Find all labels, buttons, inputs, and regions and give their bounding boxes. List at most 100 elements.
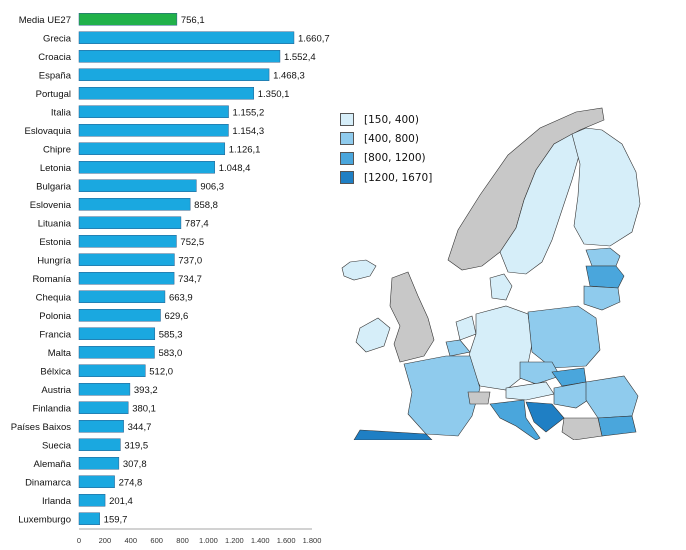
value-label: 858,8	[194, 200, 218, 211]
bar	[78, 438, 121, 451]
category-label: Austria	[41, 385, 71, 396]
category-label: Alemaña	[34, 459, 72, 470]
legend-label: [1200, 1670]	[364, 171, 433, 184]
value-label: 393,2	[134, 385, 158, 396]
category-label: Luxemburgo	[18, 514, 71, 525]
category-label: Hungría	[37, 255, 72, 266]
bar	[78, 290, 166, 303]
map-region-austria	[505, 381, 555, 401]
bar-chart: Media UE27 Grecia Croacia España Portugal Ita…	[11, 13, 330, 545]
x-tick-label: 1.800	[303, 536, 322, 545]
value-label: 1.048,4	[219, 163, 251, 174]
map-region-france	[403, 355, 481, 437]
category-label: Finlandia	[32, 403, 71, 414]
bar	[78, 494, 106, 507]
bar	[78, 327, 156, 340]
category-label: Dinamarca	[25, 477, 72, 488]
map-region-netherlands	[455, 315, 477, 341]
bar-average	[78, 13, 178, 26]
legend-swatch	[340, 151, 354, 165]
x-tick-label: 1.200	[225, 536, 244, 545]
map-region-uk	[389, 271, 435, 363]
value-label: 1.552,4	[284, 52, 316, 63]
value-label: 307,8	[123, 459, 147, 470]
category-label: Media UE27	[19, 15, 71, 26]
x-tick-label: 1.600	[277, 536, 296, 545]
legend-swatch	[340, 171, 354, 185]
category-label: Romanía	[32, 274, 71, 285]
legend-item: [800, 1200)	[340, 149, 432, 168]
x-axis-ticks: 0 200 400 600 800 1.000 1.200 1.400 1.600 1.800	[77, 536, 321, 545]
map-region-czechia	[519, 361, 561, 385]
value-label: 1.154,3	[232, 126, 264, 137]
x-tick-label: 1.400	[251, 536, 270, 545]
value-label: 1.155,2	[233, 107, 265, 118]
value-label: 274,8	[119, 477, 143, 488]
bar	[78, 50, 281, 63]
bar	[78, 383, 131, 396]
map-region-hungary	[553, 381, 595, 409]
map-region-belgium	[445, 339, 471, 357]
bar	[78, 179, 197, 192]
value-label: 1.468,3	[273, 70, 305, 81]
bar	[78, 512, 100, 525]
value-label: 734,7	[178, 274, 202, 285]
map-region-romania	[585, 375, 639, 419]
value-label: 344,7	[128, 422, 152, 433]
x-tick-label: 400	[125, 536, 138, 545]
value-label: 906,3	[200, 181, 224, 192]
category-label: Lituania	[38, 218, 72, 229]
legend-label: [400, 800)	[364, 132, 419, 145]
category-label: Francia	[39, 329, 71, 340]
value-label: 1.350,1	[258, 89, 290, 100]
map-region-croatia	[525, 401, 565, 433]
category-label: Grecia	[43, 33, 72, 44]
category-label: Eslovaquia	[25, 126, 72, 137]
category-label: Irlanda	[42, 496, 72, 507]
value-label: 585,3	[159, 329, 183, 340]
value-label: 737,0	[178, 255, 202, 266]
map-region-denmark	[489, 273, 513, 301]
bar	[78, 235, 177, 248]
bar	[78, 87, 255, 100]
bar	[78, 68, 270, 81]
map-region-ireland	[355, 317, 391, 353]
map-region-estonia	[585, 247, 621, 267]
x-tick-label: 1.000	[199, 536, 218, 545]
category-label: Chequia	[36, 292, 72, 303]
category-labels: Media UE27 Grecia Croacia España Portugal Ita…	[11, 15, 72, 526]
map-region-italy	[489, 399, 541, 440]
map-region-lithuania	[583, 285, 621, 311]
bar	[78, 124, 229, 137]
value-label: 629,6	[164, 311, 188, 322]
x-tick-label: 800	[176, 536, 189, 545]
legend-label: [150, 400)	[364, 113, 419, 126]
map-region-norway	[447, 107, 605, 271]
bar	[78, 272, 175, 285]
map-region-iceland	[341, 259, 377, 281]
map-region-switzerland	[467, 391, 491, 405]
bar	[78, 31, 295, 44]
category-label: Croacia	[38, 52, 71, 63]
legend-item: [400, 800)	[340, 129, 432, 148]
category-label: Eslovenia	[30, 200, 72, 211]
map-region-poland	[527, 305, 601, 369]
map-legend: [150, 400) [400, 800) [800, 1200) [1200,…	[340, 110, 432, 187]
bar	[78, 216, 182, 229]
europe-map	[341, 107, 641, 440]
map-region-bulgaria	[597, 415, 637, 437]
category-label: Italia	[51, 107, 72, 118]
value-label: 1.660,7	[298, 33, 330, 44]
category-label: Polonia	[39, 311, 71, 322]
value-label: 159,7	[104, 514, 128, 525]
legend-label: [800, 1200)	[364, 152, 426, 165]
category-label: Bélxica	[40, 366, 71, 377]
category-label: Países Baixos	[11, 422, 71, 433]
bar	[78, 198, 191, 211]
bar	[78, 346, 155, 359]
value-label: 512,0	[149, 366, 173, 377]
legend-item: [150, 400)	[340, 110, 432, 129]
bar	[78, 142, 226, 155]
category-label: Bulgaria	[36, 181, 72, 192]
value-label: 380,1	[132, 403, 156, 414]
